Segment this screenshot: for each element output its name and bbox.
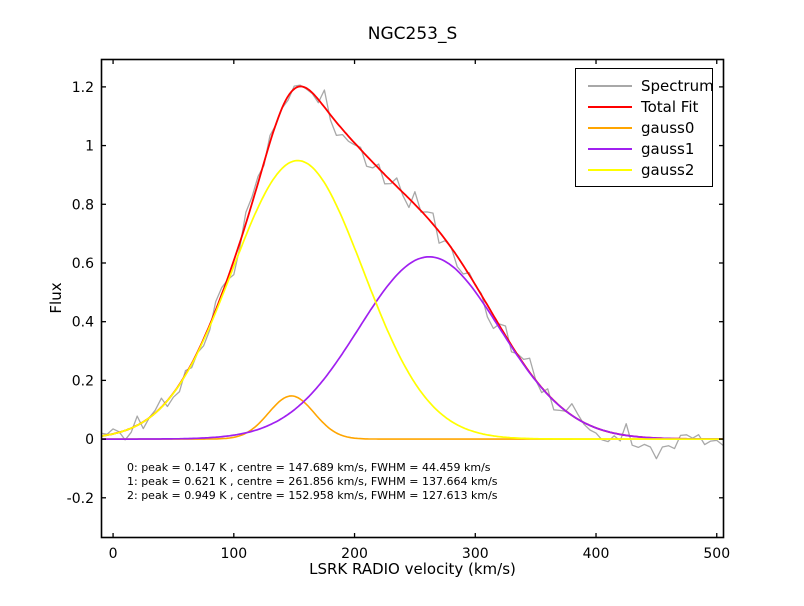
y-tick-label: 0.4 [72, 315, 94, 331]
legend-item-gauss1: gauss1 [588, 138, 706, 159]
x-tick-label: 200 [341, 546, 368, 562]
y-axis-label: Flux [47, 282, 65, 314]
fit-annotation-line: 2: peak = 0.949 K , centre = 152.958 km/… [127, 489, 498, 502]
x-tick-label: 400 [583, 546, 610, 562]
fit-annotation-line: 0: peak = 0.147 K , centre = 147.689 km/… [127, 461, 491, 474]
x-tick-label: 300 [462, 546, 489, 562]
x-tick-label: 100 [220, 546, 247, 562]
legend-label: Spectrum [641, 76, 714, 95]
y-tick-label: 0.2 [72, 373, 94, 389]
legend-label: gauss0 [641, 118, 695, 137]
y-tick-label: 0.8 [72, 197, 94, 213]
legend-line-swatch [588, 147, 632, 150]
series-spectrum [101, 84, 724, 460]
legend: Spectrum Total Fit gauss0 gauss1 gauss2 [575, 68, 714, 187]
axes-frame [100, 58, 725, 539]
chart-title: NGC253_S [367, 24, 458, 44]
legend-line-swatch [588, 84, 632, 87]
legend-line-swatch [588, 126, 632, 129]
y-tick-label: -0.2 [67, 491, 94, 507]
legend-line-swatch [588, 105, 632, 108]
y-tick-label: 0 [85, 432, 94, 448]
series-gauss2 [101, 159, 724, 440]
legend-label: Total Fit [641, 97, 699, 116]
legend-item-spectrum: Spectrum [588, 75, 714, 96]
series-gauss0 [101, 395, 724, 440]
x-axis-label: LSRK RADIO velocity (km/s) [309, 560, 516, 578]
tick-marks [101, 59, 724, 538]
x-tick-label: 500 [703, 546, 730, 562]
fit-annotation-line: 1: peak = 0.621 K , centre = 261.856 km/… [127, 475, 498, 488]
legend-label: gauss1 [641, 139, 695, 158]
legend-item-total-fit: Total Fit [588, 96, 706, 117]
y-tick-label: 1 [85, 139, 94, 155]
series-gauss1 [101, 255, 724, 440]
legend-line-swatch [588, 168, 632, 171]
series-group [101, 84, 724, 460]
x-tick-label: 0 [109, 546, 118, 562]
legend-label: gauss2 [641, 160, 695, 179]
legend-item-gauss2: gauss2 [588, 159, 706, 180]
fit-annotation: 0: peak = 0.147 K , centre = 147.689 km/… [127, 461, 498, 503]
legend-item-gauss0: gauss0 [588, 117, 706, 138]
y-tick-label: 1.2 [72, 80, 94, 96]
y-tick-label: 0.6 [72, 256, 94, 272]
